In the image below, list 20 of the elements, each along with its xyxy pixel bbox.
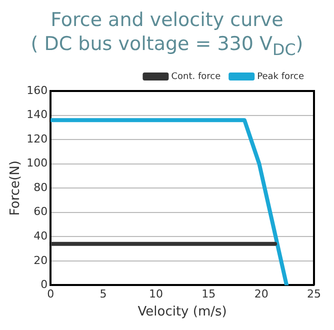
legend-label: Peak force: [257, 72, 304, 82]
x-tick-label: 25: [307, 287, 321, 300]
y-tick-label: 100: [26, 156, 48, 170]
x-axis-title: Velocity (m/s): [138, 304, 227, 320]
chart-subtitle: ( DC bus voltage = 330 V$_{DC}$): [30, 32, 304, 61]
y-tick-label: 60: [34, 205, 48, 218]
x-tick-label: 15: [202, 287, 216, 300]
legend-label: Cont. force: [171, 72, 222, 82]
y-tick-label: 80: [34, 180, 48, 194]
y-axis-title: Force(N): [8, 160, 24, 216]
y-tick-label: 120: [26, 132, 48, 146]
y-tick-label: 40: [34, 229, 48, 242]
chart-title: Force and velocity curve: [50, 8, 284, 32]
x-tick-label: 5: [100, 287, 107, 300]
y-tick-label: 140: [26, 108, 48, 121]
y-tick-label: 20: [34, 254, 48, 267]
y-tick-label: 0: [40, 278, 48, 291]
y-tick-label: 160: [26, 84, 48, 97]
x-tick-label: 10: [148, 287, 163, 300]
x-tick-label: 20: [254, 287, 268, 300]
